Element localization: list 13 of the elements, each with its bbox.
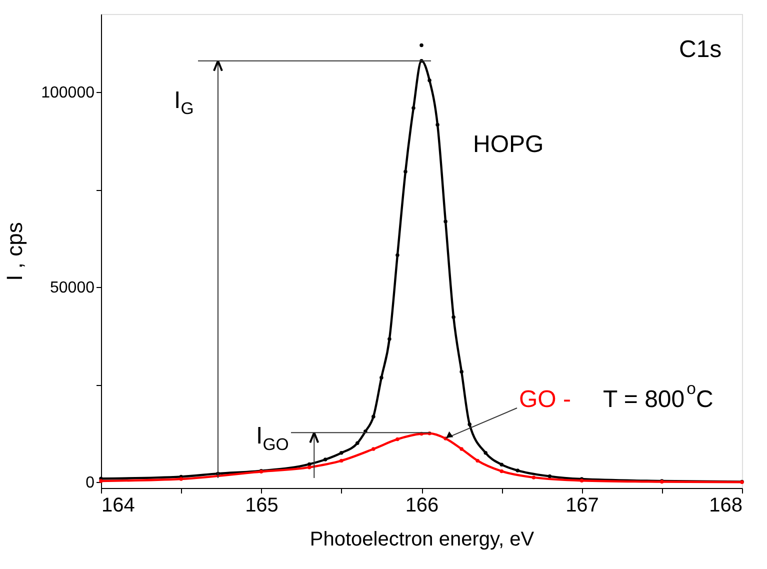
y-axis-title: I , cps bbox=[2, 222, 28, 281]
x-axis-title: Photoelectron energy, eV bbox=[310, 528, 535, 550]
y-tick-label: 100000 bbox=[41, 84, 95, 102]
x-tick-label: 166 bbox=[405, 494, 439, 516]
x-tick-label: 164 bbox=[102, 494, 135, 516]
x-tick-label: 168 bbox=[709, 494, 742, 516]
text: GO - bbox=[519, 386, 571, 413]
annotation: C1s bbox=[679, 36, 722, 63]
y-tick-label: 50000 bbox=[50, 280, 95, 297]
y-tick-label: 0 bbox=[86, 474, 95, 492]
x-tick-label: 165 bbox=[245, 494, 278, 516]
series-label: HOPG bbox=[473, 131, 544, 158]
x-tick-label: 167 bbox=[566, 494, 599, 516]
